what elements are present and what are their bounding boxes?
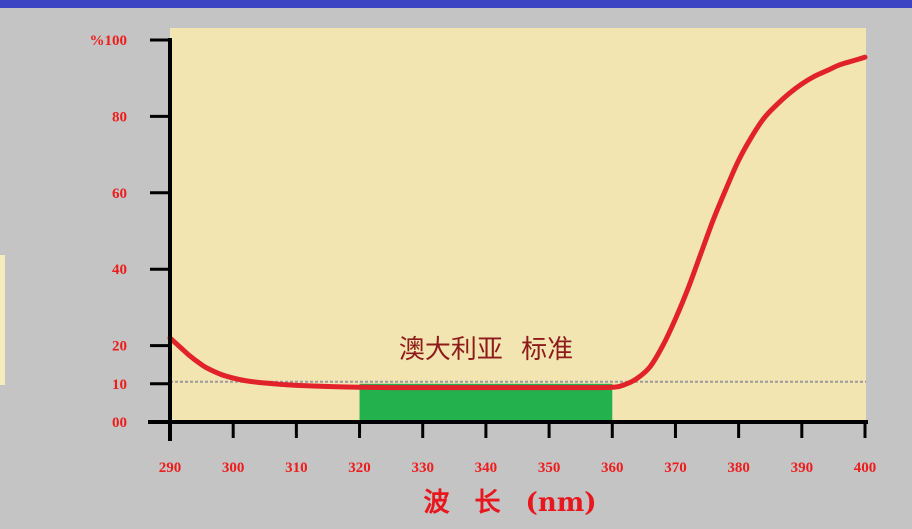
plot-area xyxy=(170,28,866,422)
header-bar xyxy=(0,0,912,8)
x-tick-label-300: 300 xyxy=(222,460,245,476)
standard-band xyxy=(359,383,613,422)
axis-layer xyxy=(148,38,868,441)
x-tick-label-380: 380 xyxy=(727,460,750,476)
y-tick-label-80: 80 xyxy=(112,109,127,125)
left-edge-strip xyxy=(0,255,5,385)
x-tick-label-320: 320 xyxy=(348,460,371,476)
x-tick-label-330: 330 xyxy=(411,460,434,476)
x-tick-label-370: 370 xyxy=(664,460,687,476)
standard-band-label: 澳大利亚 标准 xyxy=(399,335,573,365)
x-axis-label: 波 长 (nm) xyxy=(423,488,596,518)
x-tick-label-290: 290 xyxy=(159,460,182,476)
y-tick-label-20: 20 xyxy=(112,339,127,355)
x-tick-label-350: 350 xyxy=(538,460,561,476)
y-tick-label-40: 40 xyxy=(112,262,127,278)
y-tick-label-100: %100 xyxy=(90,33,128,49)
x-tick-label-400: 400 xyxy=(854,460,877,476)
x-tick-label-390: 390 xyxy=(791,460,814,476)
transmission-curve-line xyxy=(167,54,868,391)
curve-layer xyxy=(167,54,868,391)
y-tick-label-60: 60 xyxy=(112,186,127,202)
x-tick-label-340: 340 xyxy=(475,460,498,476)
x-tick-label-360: 360 xyxy=(601,460,624,476)
tick-layer: %100 80 60 40 20 10 00 290 300 310 320 330 340 350 360… xyxy=(90,33,877,476)
y-tick-label-0: 00 xyxy=(112,415,127,431)
band-layer xyxy=(359,383,613,422)
y-tick-label-10: 10 xyxy=(112,377,127,393)
x-tick-label-310: 310 xyxy=(285,460,308,476)
